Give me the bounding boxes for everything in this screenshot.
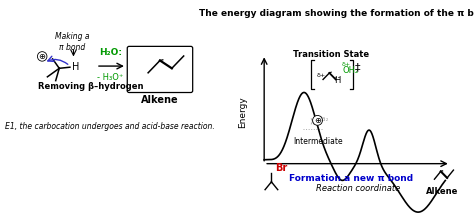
Text: Removing β–hydrogen: Removing β–hydrogen (38, 82, 144, 91)
Text: Ea₂: Ea₂ (318, 116, 329, 122)
Text: Br: Br (275, 163, 287, 173)
Text: δ+: δ+ (317, 73, 326, 78)
Text: Alkene: Alkene (141, 95, 179, 105)
Text: - H₃O⁺: - H₃O⁺ (97, 73, 123, 82)
Text: δ+: δ+ (342, 62, 351, 67)
Text: H: H (72, 62, 79, 72)
Text: Intermediate: Intermediate (293, 137, 343, 146)
Text: ⊕: ⊕ (39, 52, 46, 61)
Text: Transition State: Transition State (293, 50, 369, 59)
Text: Making a
π bond: Making a π bond (55, 32, 90, 52)
Text: H: H (334, 76, 341, 85)
Text: ‡: ‡ (355, 62, 360, 73)
Text: ⊕: ⊕ (314, 116, 321, 125)
Text: H₂O:: H₂O: (99, 48, 122, 57)
Text: Energy: Energy (238, 96, 247, 127)
Text: Alkene: Alkene (426, 187, 458, 196)
Text: The energy diagram showing the formation of the π bond: The energy diagram showing the formation… (199, 9, 474, 18)
FancyBboxPatch shape (127, 46, 192, 93)
Text: Reaction coordinate: Reaction coordinate (316, 184, 401, 193)
Text: Formation a new π bond: Formation a new π bond (289, 174, 413, 183)
Text: E1, the carbocation undergoes and acid-base reaction.: E1, the carbocation undergoes and acid-b… (5, 122, 215, 131)
Text: OH₂: OH₂ (342, 66, 358, 75)
